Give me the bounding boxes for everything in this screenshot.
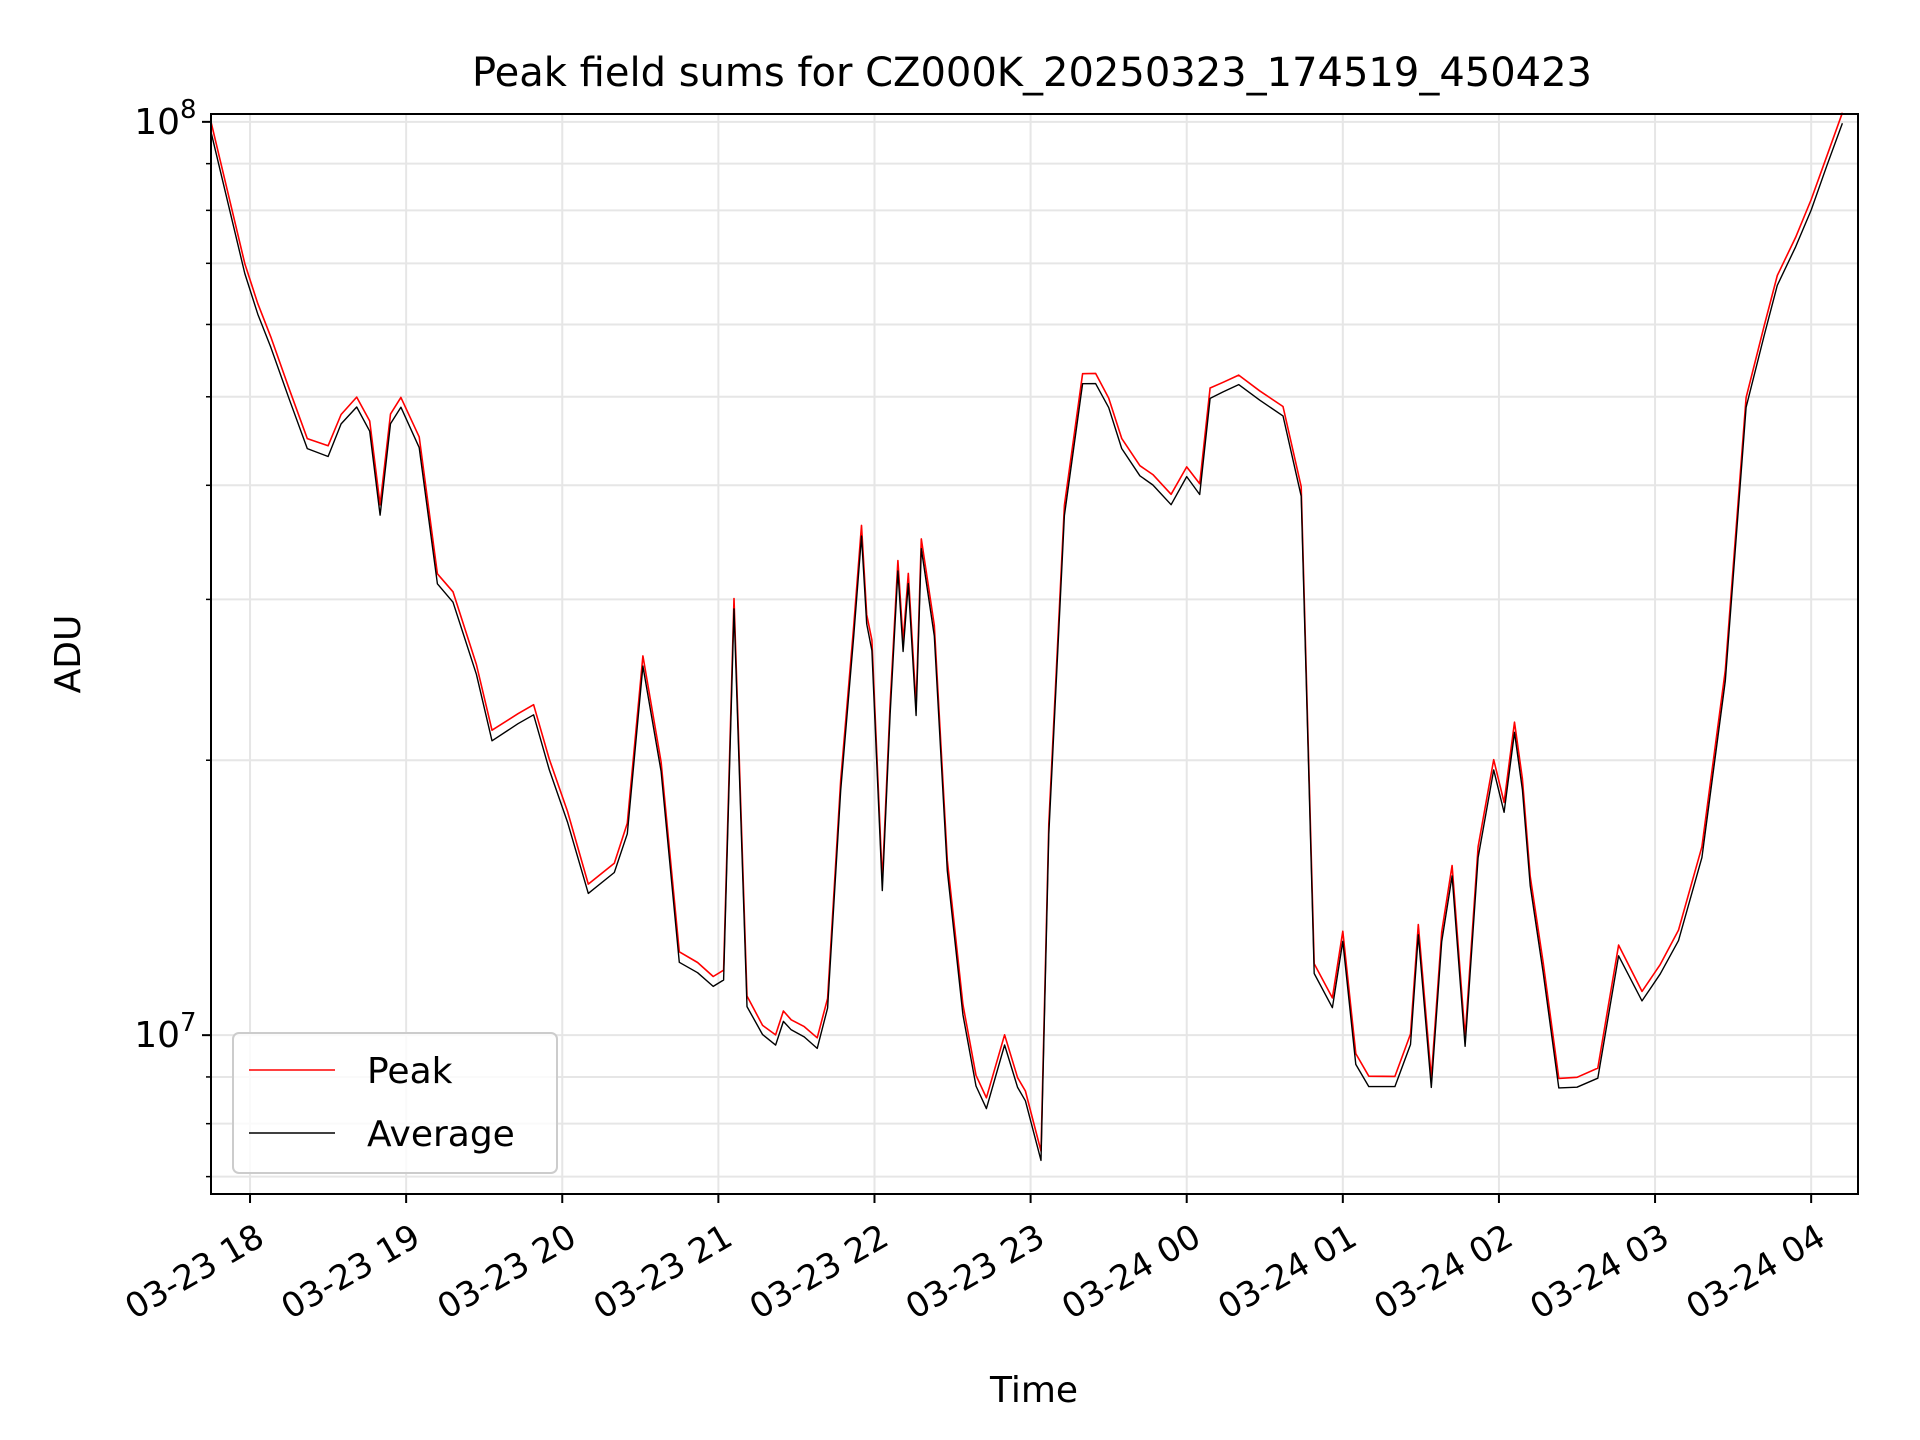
legend-label-average: Average [367,1114,515,1155]
series-lines [210,112,1844,1162]
legend-label-peak: Peak [367,1051,453,1092]
series-line-average [210,122,1844,1162]
series-line-peak [210,112,1844,1152]
x-axis-label: Time [989,1370,1078,1411]
chart-title: Peak field sums for CZ000K_20250323_1745… [472,50,1592,96]
y-tick-label: 10 [134,102,180,143]
y-tick-exponent: 8 [180,95,197,125]
legend: Peak Average [232,1032,558,1174]
legend-box [232,1032,558,1174]
y-tick-exponent: 7 [180,1008,197,1038]
y-axis-label: ADU [48,615,89,694]
plot-frame [210,113,1859,1195]
y-tick-label: 10 [134,1015,180,1056]
grid-lines [211,114,1858,1194]
